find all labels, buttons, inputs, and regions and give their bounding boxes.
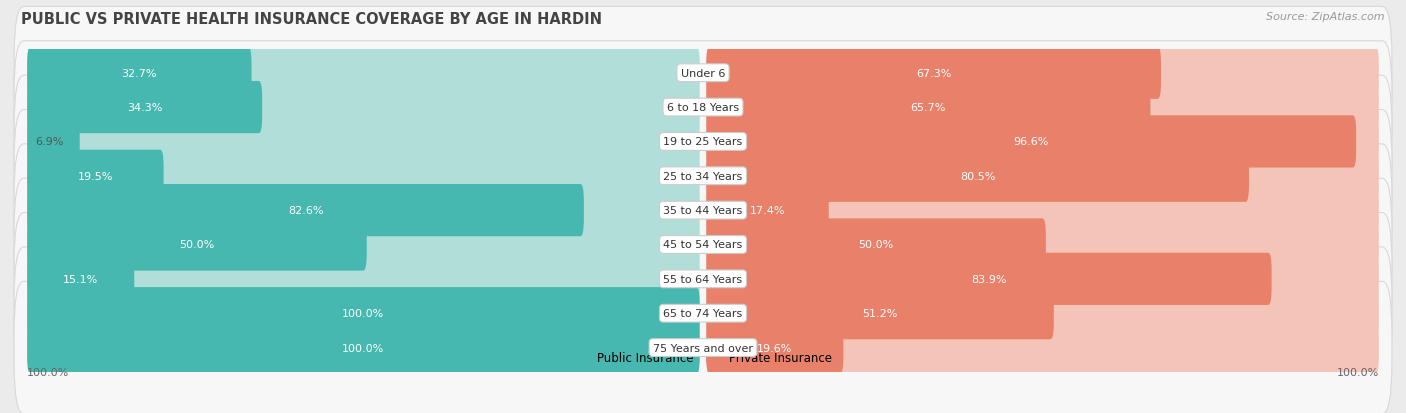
Text: 15.1%: 15.1% — [63, 274, 98, 284]
Text: 6.9%: 6.9% — [35, 137, 63, 147]
FancyBboxPatch shape — [27, 287, 700, 339]
FancyBboxPatch shape — [706, 219, 1379, 271]
FancyBboxPatch shape — [27, 287, 700, 339]
FancyBboxPatch shape — [706, 253, 1271, 305]
FancyBboxPatch shape — [27, 219, 367, 271]
Text: 100.0%: 100.0% — [27, 367, 69, 377]
FancyBboxPatch shape — [14, 7, 1392, 140]
FancyBboxPatch shape — [706, 287, 1379, 339]
FancyBboxPatch shape — [27, 47, 700, 100]
FancyBboxPatch shape — [27, 253, 135, 305]
Text: 75 Years and over: 75 Years and over — [652, 343, 754, 353]
Text: 19.5%: 19.5% — [77, 171, 112, 181]
FancyBboxPatch shape — [706, 47, 1161, 100]
Text: 50.0%: 50.0% — [859, 240, 894, 250]
Legend: Public Insurance, Private Insurance: Public Insurance, Private Insurance — [569, 347, 837, 369]
FancyBboxPatch shape — [706, 253, 1379, 305]
FancyBboxPatch shape — [706, 287, 1054, 339]
FancyBboxPatch shape — [27, 322, 700, 374]
FancyBboxPatch shape — [27, 116, 700, 168]
Text: 6 to 18 Years: 6 to 18 Years — [666, 103, 740, 113]
Text: 82.6%: 82.6% — [288, 206, 323, 216]
FancyBboxPatch shape — [706, 150, 1379, 202]
FancyBboxPatch shape — [27, 322, 700, 374]
Text: 80.5%: 80.5% — [960, 171, 995, 181]
FancyBboxPatch shape — [706, 116, 1379, 168]
Text: 51.2%: 51.2% — [862, 309, 898, 318]
FancyBboxPatch shape — [706, 185, 1379, 237]
FancyBboxPatch shape — [706, 116, 1357, 168]
Text: 83.9%: 83.9% — [972, 274, 1007, 284]
FancyBboxPatch shape — [706, 82, 1150, 134]
FancyBboxPatch shape — [706, 47, 1379, 100]
Text: 25 to 34 Years: 25 to 34 Years — [664, 171, 742, 181]
FancyBboxPatch shape — [14, 42, 1392, 174]
FancyBboxPatch shape — [14, 110, 1392, 242]
FancyBboxPatch shape — [706, 219, 1046, 271]
FancyBboxPatch shape — [27, 185, 700, 237]
Text: 100.0%: 100.0% — [342, 309, 385, 318]
FancyBboxPatch shape — [14, 282, 1392, 413]
Text: 34.3%: 34.3% — [127, 103, 162, 113]
Text: 67.3%: 67.3% — [915, 69, 952, 78]
FancyBboxPatch shape — [14, 213, 1392, 345]
FancyBboxPatch shape — [27, 150, 163, 202]
Text: Under 6: Under 6 — [681, 69, 725, 78]
FancyBboxPatch shape — [27, 82, 700, 134]
Text: 65 to 74 Years: 65 to 74 Years — [664, 309, 742, 318]
Text: 100.0%: 100.0% — [342, 343, 385, 353]
FancyBboxPatch shape — [14, 76, 1392, 208]
Text: 55 to 64 Years: 55 to 64 Years — [664, 274, 742, 284]
FancyBboxPatch shape — [27, 116, 80, 168]
FancyBboxPatch shape — [27, 185, 583, 237]
FancyBboxPatch shape — [27, 219, 700, 271]
FancyBboxPatch shape — [27, 47, 252, 100]
FancyBboxPatch shape — [14, 179, 1392, 311]
FancyBboxPatch shape — [706, 150, 1249, 202]
Text: 17.4%: 17.4% — [749, 206, 786, 216]
Text: Source: ZipAtlas.com: Source: ZipAtlas.com — [1267, 12, 1385, 22]
FancyBboxPatch shape — [706, 322, 844, 374]
FancyBboxPatch shape — [27, 253, 700, 305]
FancyBboxPatch shape — [706, 82, 1379, 134]
Text: 19.6%: 19.6% — [758, 343, 793, 353]
Text: 45 to 54 Years: 45 to 54 Years — [664, 240, 742, 250]
FancyBboxPatch shape — [14, 247, 1392, 380]
Text: 96.6%: 96.6% — [1014, 137, 1049, 147]
FancyBboxPatch shape — [14, 145, 1392, 277]
FancyBboxPatch shape — [706, 185, 828, 237]
Text: 65.7%: 65.7% — [911, 103, 946, 113]
FancyBboxPatch shape — [27, 82, 262, 134]
Text: PUBLIC VS PRIVATE HEALTH INSURANCE COVERAGE BY AGE IN HARDIN: PUBLIC VS PRIVATE HEALTH INSURANCE COVER… — [21, 12, 602, 27]
Text: 100.0%: 100.0% — [1337, 367, 1379, 377]
FancyBboxPatch shape — [27, 150, 700, 202]
Text: 35 to 44 Years: 35 to 44 Years — [664, 206, 742, 216]
FancyBboxPatch shape — [706, 322, 1379, 374]
Text: 50.0%: 50.0% — [180, 240, 215, 250]
Text: 19 to 25 Years: 19 to 25 Years — [664, 137, 742, 147]
Text: 32.7%: 32.7% — [121, 69, 157, 78]
